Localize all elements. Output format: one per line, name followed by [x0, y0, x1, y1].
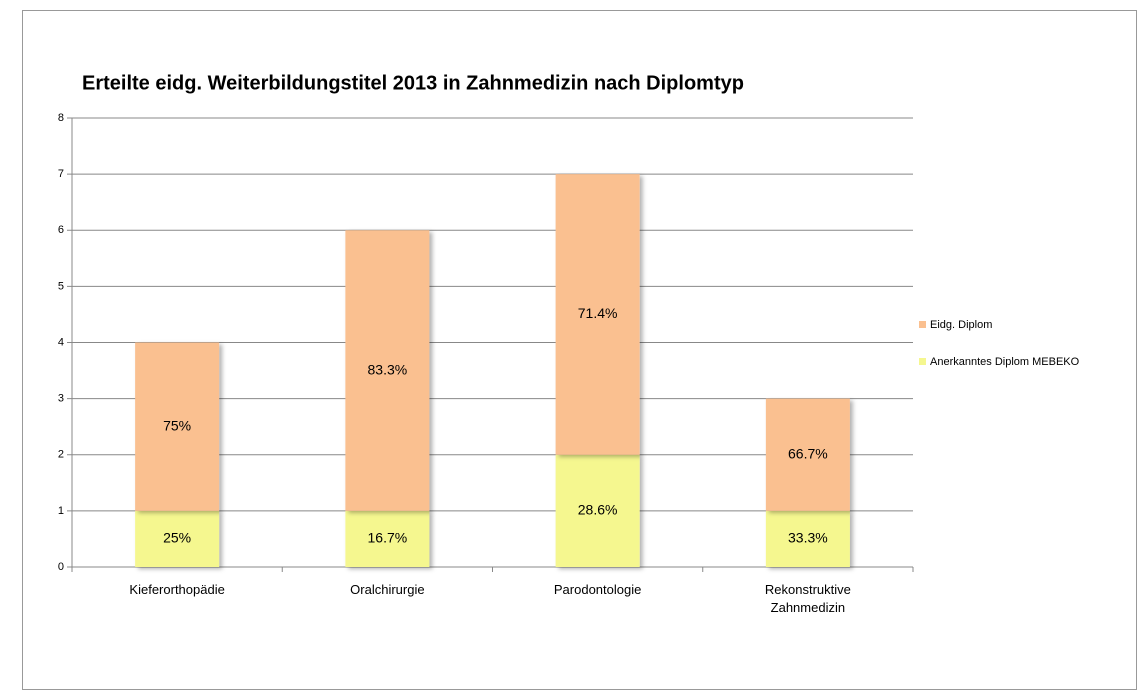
x-tick-label: Oralchirurgie: [350, 582, 425, 597]
data-label: 25%: [163, 530, 191, 546]
data-label: 28.6%: [578, 502, 618, 518]
legend-label: Eidg. Diplom: [930, 319, 992, 331]
bar-segment: [555, 454, 640, 567]
y-tick-label: 3: [58, 393, 64, 405]
legend-swatch: [919, 321, 926, 328]
data-label: 33.3%: [788, 530, 828, 546]
y-tick-label: 1: [58, 505, 64, 517]
y-tick-label: 7: [58, 168, 64, 180]
y-tick-label: 2: [58, 449, 64, 461]
y-tick-label: 8: [58, 112, 64, 124]
bar-segment: [555, 174, 640, 455]
y-tick-label: 4: [58, 336, 64, 348]
data-label: 66.7%: [788, 445, 828, 461]
bar-segment: [765, 398, 850, 511]
x-tick-label: Kieferorthopädie: [129, 582, 225, 597]
chart-title: Erteilte eidg. Weiterbildungstitel 2013 …: [82, 72, 744, 94]
data-label: 71.4%: [578, 305, 618, 321]
bar-segment: [345, 510, 430, 567]
y-tick-label: 6: [58, 224, 64, 236]
data-label: 16.7%: [368, 530, 408, 546]
legend-swatch: [919, 358, 926, 365]
data-label: 83.3%: [368, 361, 408, 377]
bar-segment: [765, 510, 850, 567]
legend-label: Anerkanntes Diplom MEBEKO: [930, 356, 1080, 368]
data-label: 75%: [163, 417, 191, 433]
bar-segment: [135, 510, 220, 567]
x-tick-label: Rekonstruktive Zahnmedizin: [764, 582, 851, 615]
bar-segment: [135, 342, 220, 511]
y-tick-label: 0: [58, 561, 64, 573]
x-tick-label: Parodontologie: [553, 582, 642, 597]
y-tick-label: 5: [58, 280, 64, 292]
bar-segment: [345, 230, 430, 511]
